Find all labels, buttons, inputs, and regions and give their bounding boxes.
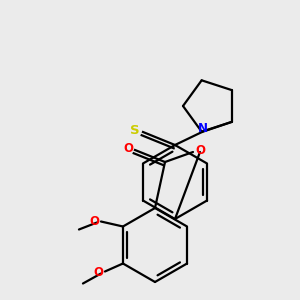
Text: O: O — [93, 266, 103, 279]
Text: O: O — [89, 215, 99, 228]
Text: O: O — [195, 145, 205, 158]
Text: N: N — [198, 122, 208, 136]
Text: S: S — [130, 124, 140, 137]
Text: O: O — [123, 142, 133, 155]
